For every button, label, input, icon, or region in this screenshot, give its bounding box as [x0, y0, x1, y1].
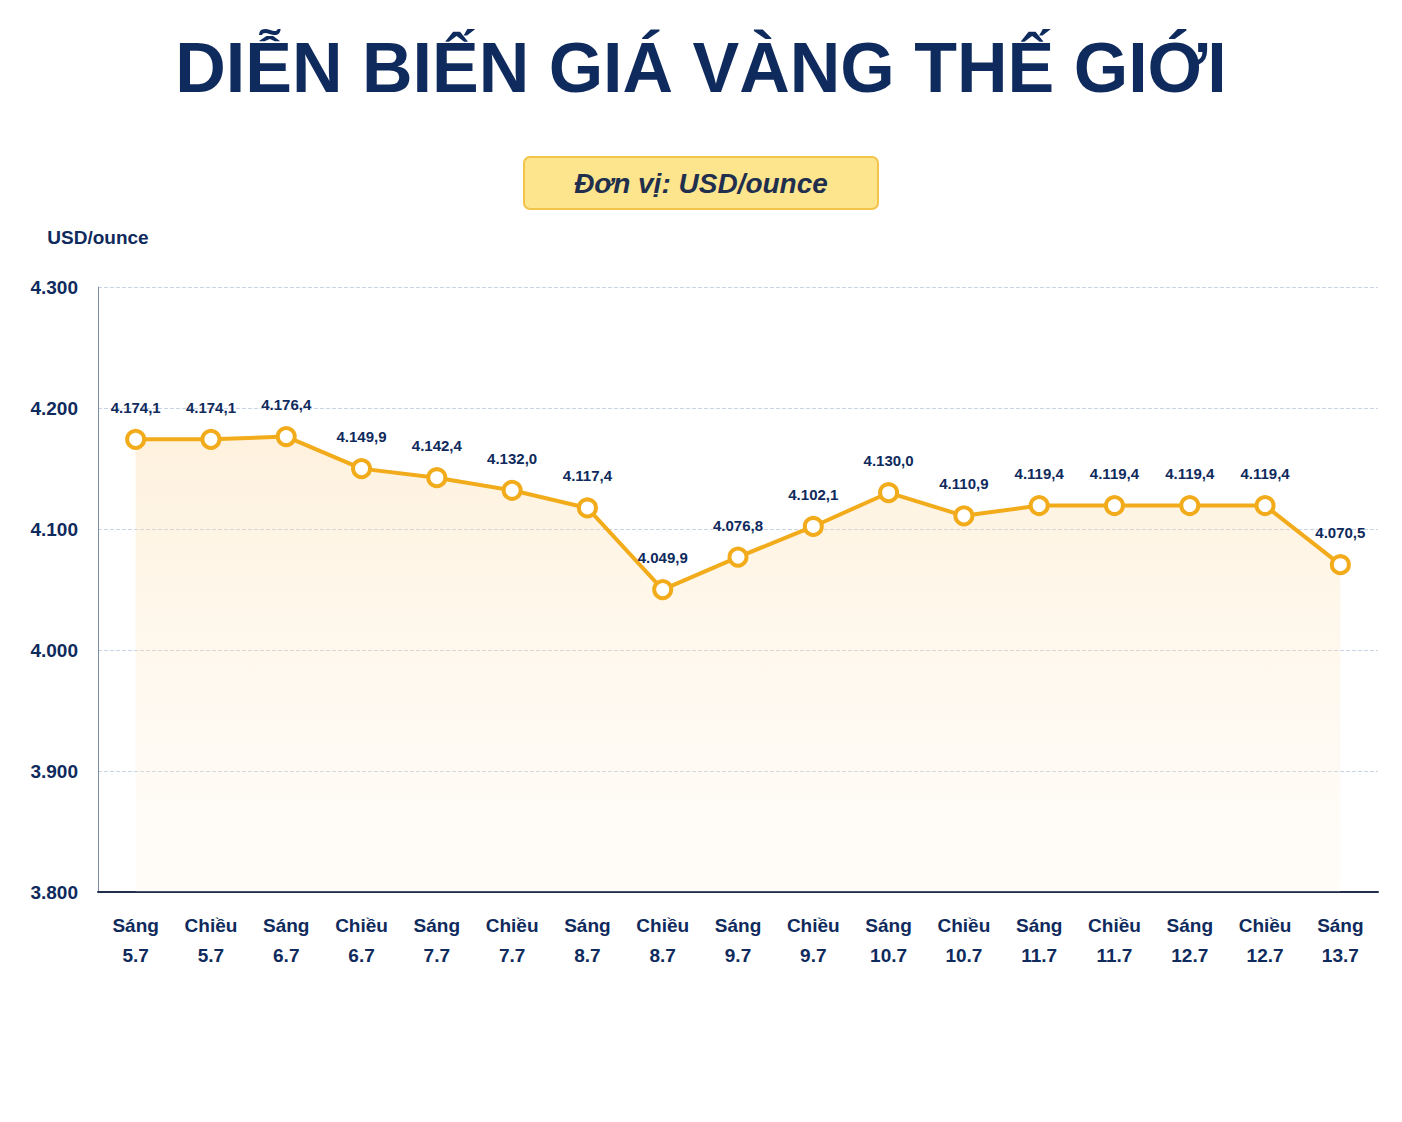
- svg-text:Sáng: Sáng: [1167, 915, 1213, 936]
- svg-text:Chiều: Chiều: [1239, 915, 1292, 936]
- svg-text:Sáng: Sáng: [564, 915, 610, 936]
- svg-text:4.174,1: 4.174,1: [186, 399, 236, 416]
- svg-text:4.119,4: 4.119,4: [1090, 465, 1140, 482]
- svg-text:Sáng: Sáng: [865, 915, 911, 936]
- svg-text:5.7: 5.7: [198, 945, 224, 966]
- svg-text:10.7: 10.7: [945, 945, 982, 966]
- svg-text:Chiều: Chiều: [937, 915, 990, 936]
- svg-text:11.7: 11.7: [1021, 945, 1057, 966]
- svg-text:Chiều: Chiều: [335, 915, 388, 936]
- svg-text:4.000: 4.000: [30, 640, 78, 661]
- svg-text:3.800: 3.800: [30, 882, 78, 903]
- svg-text:7.7: 7.7: [424, 945, 450, 966]
- svg-text:13.7: 13.7: [1322, 945, 1359, 966]
- svg-text:Sáng: Sáng: [112, 915, 158, 936]
- svg-text:4.130,0: 4.130,0: [864, 452, 914, 469]
- svg-text:Sáng: Sáng: [715, 915, 761, 936]
- svg-text:4.149,9: 4.149,9: [337, 428, 387, 445]
- svg-text:9.7: 9.7: [800, 945, 826, 966]
- svg-text:4.174,1: 4.174,1: [111, 399, 161, 416]
- svg-text:3.900: 3.900: [30, 761, 78, 782]
- svg-text:Chiều: Chiều: [787, 915, 840, 936]
- svg-text:Sáng: Sáng: [1016, 915, 1062, 936]
- svg-text:4.200: 4.200: [30, 398, 78, 419]
- svg-text:4.070,5: 4.070,5: [1315, 524, 1365, 541]
- svg-text:Chiều: Chiều: [636, 915, 689, 936]
- svg-text:Chiều: Chiều: [1088, 915, 1141, 936]
- svg-text:10.7: 10.7: [870, 945, 907, 966]
- svg-text:4.132,0: 4.132,0: [487, 450, 537, 467]
- svg-text:11.7: 11.7: [1097, 945, 1133, 966]
- svg-text:5.7: 5.7: [122, 945, 148, 966]
- svg-text:Sáng: Sáng: [1317, 915, 1363, 936]
- svg-text:4.119,4: 4.119,4: [1165, 465, 1215, 482]
- svg-text:4.076,8: 4.076,8: [713, 517, 763, 534]
- svg-text:DIỄN BIẾN GIÁ VÀNG THẾ GIỚI: DIỄN BIẾN GIÁ VÀNG THẾ GIỚI: [175, 28, 1226, 107]
- svg-text:4.102,1: 4.102,1: [788, 486, 838, 503]
- svg-text:4.119,4: 4.119,4: [1015, 465, 1065, 482]
- svg-text:8.7: 8.7: [574, 945, 600, 966]
- svg-text:Chiều: Chiều: [486, 915, 539, 936]
- svg-text:4.100: 4.100: [30, 519, 78, 540]
- svg-text:Chiều: Chiều: [185, 915, 238, 936]
- svg-text:4.300: 4.300: [30, 277, 78, 298]
- svg-text:6.7: 6.7: [273, 945, 299, 966]
- svg-text:4.110,9: 4.110,9: [939, 475, 988, 492]
- svg-text:12.7: 12.7: [1247, 945, 1284, 966]
- svg-text:Sáng: Sáng: [414, 915, 460, 936]
- svg-text:4.049,9: 4.049,9: [638, 549, 688, 566]
- svg-text:4.142,4: 4.142,4: [412, 437, 463, 454]
- svg-text:Đơn vị: USD/ounce: Đơn vị: USD/ounce: [574, 168, 828, 199]
- svg-text:4.176,4: 4.176,4: [261, 396, 312, 413]
- svg-text:4.117,4: 4.117,4: [563, 467, 613, 484]
- svg-text:7.7: 7.7: [499, 945, 525, 966]
- svg-text:12.7: 12.7: [1171, 945, 1208, 966]
- svg-text:4.119,4: 4.119,4: [1240, 465, 1290, 482]
- svg-text:6.7: 6.7: [348, 945, 374, 966]
- svg-text:Sáng: Sáng: [263, 915, 309, 936]
- svg-text:9.7: 9.7: [725, 945, 751, 966]
- svg-text:USD/ounce: USD/ounce: [47, 227, 148, 248]
- svg-text:8.7: 8.7: [649, 945, 675, 966]
